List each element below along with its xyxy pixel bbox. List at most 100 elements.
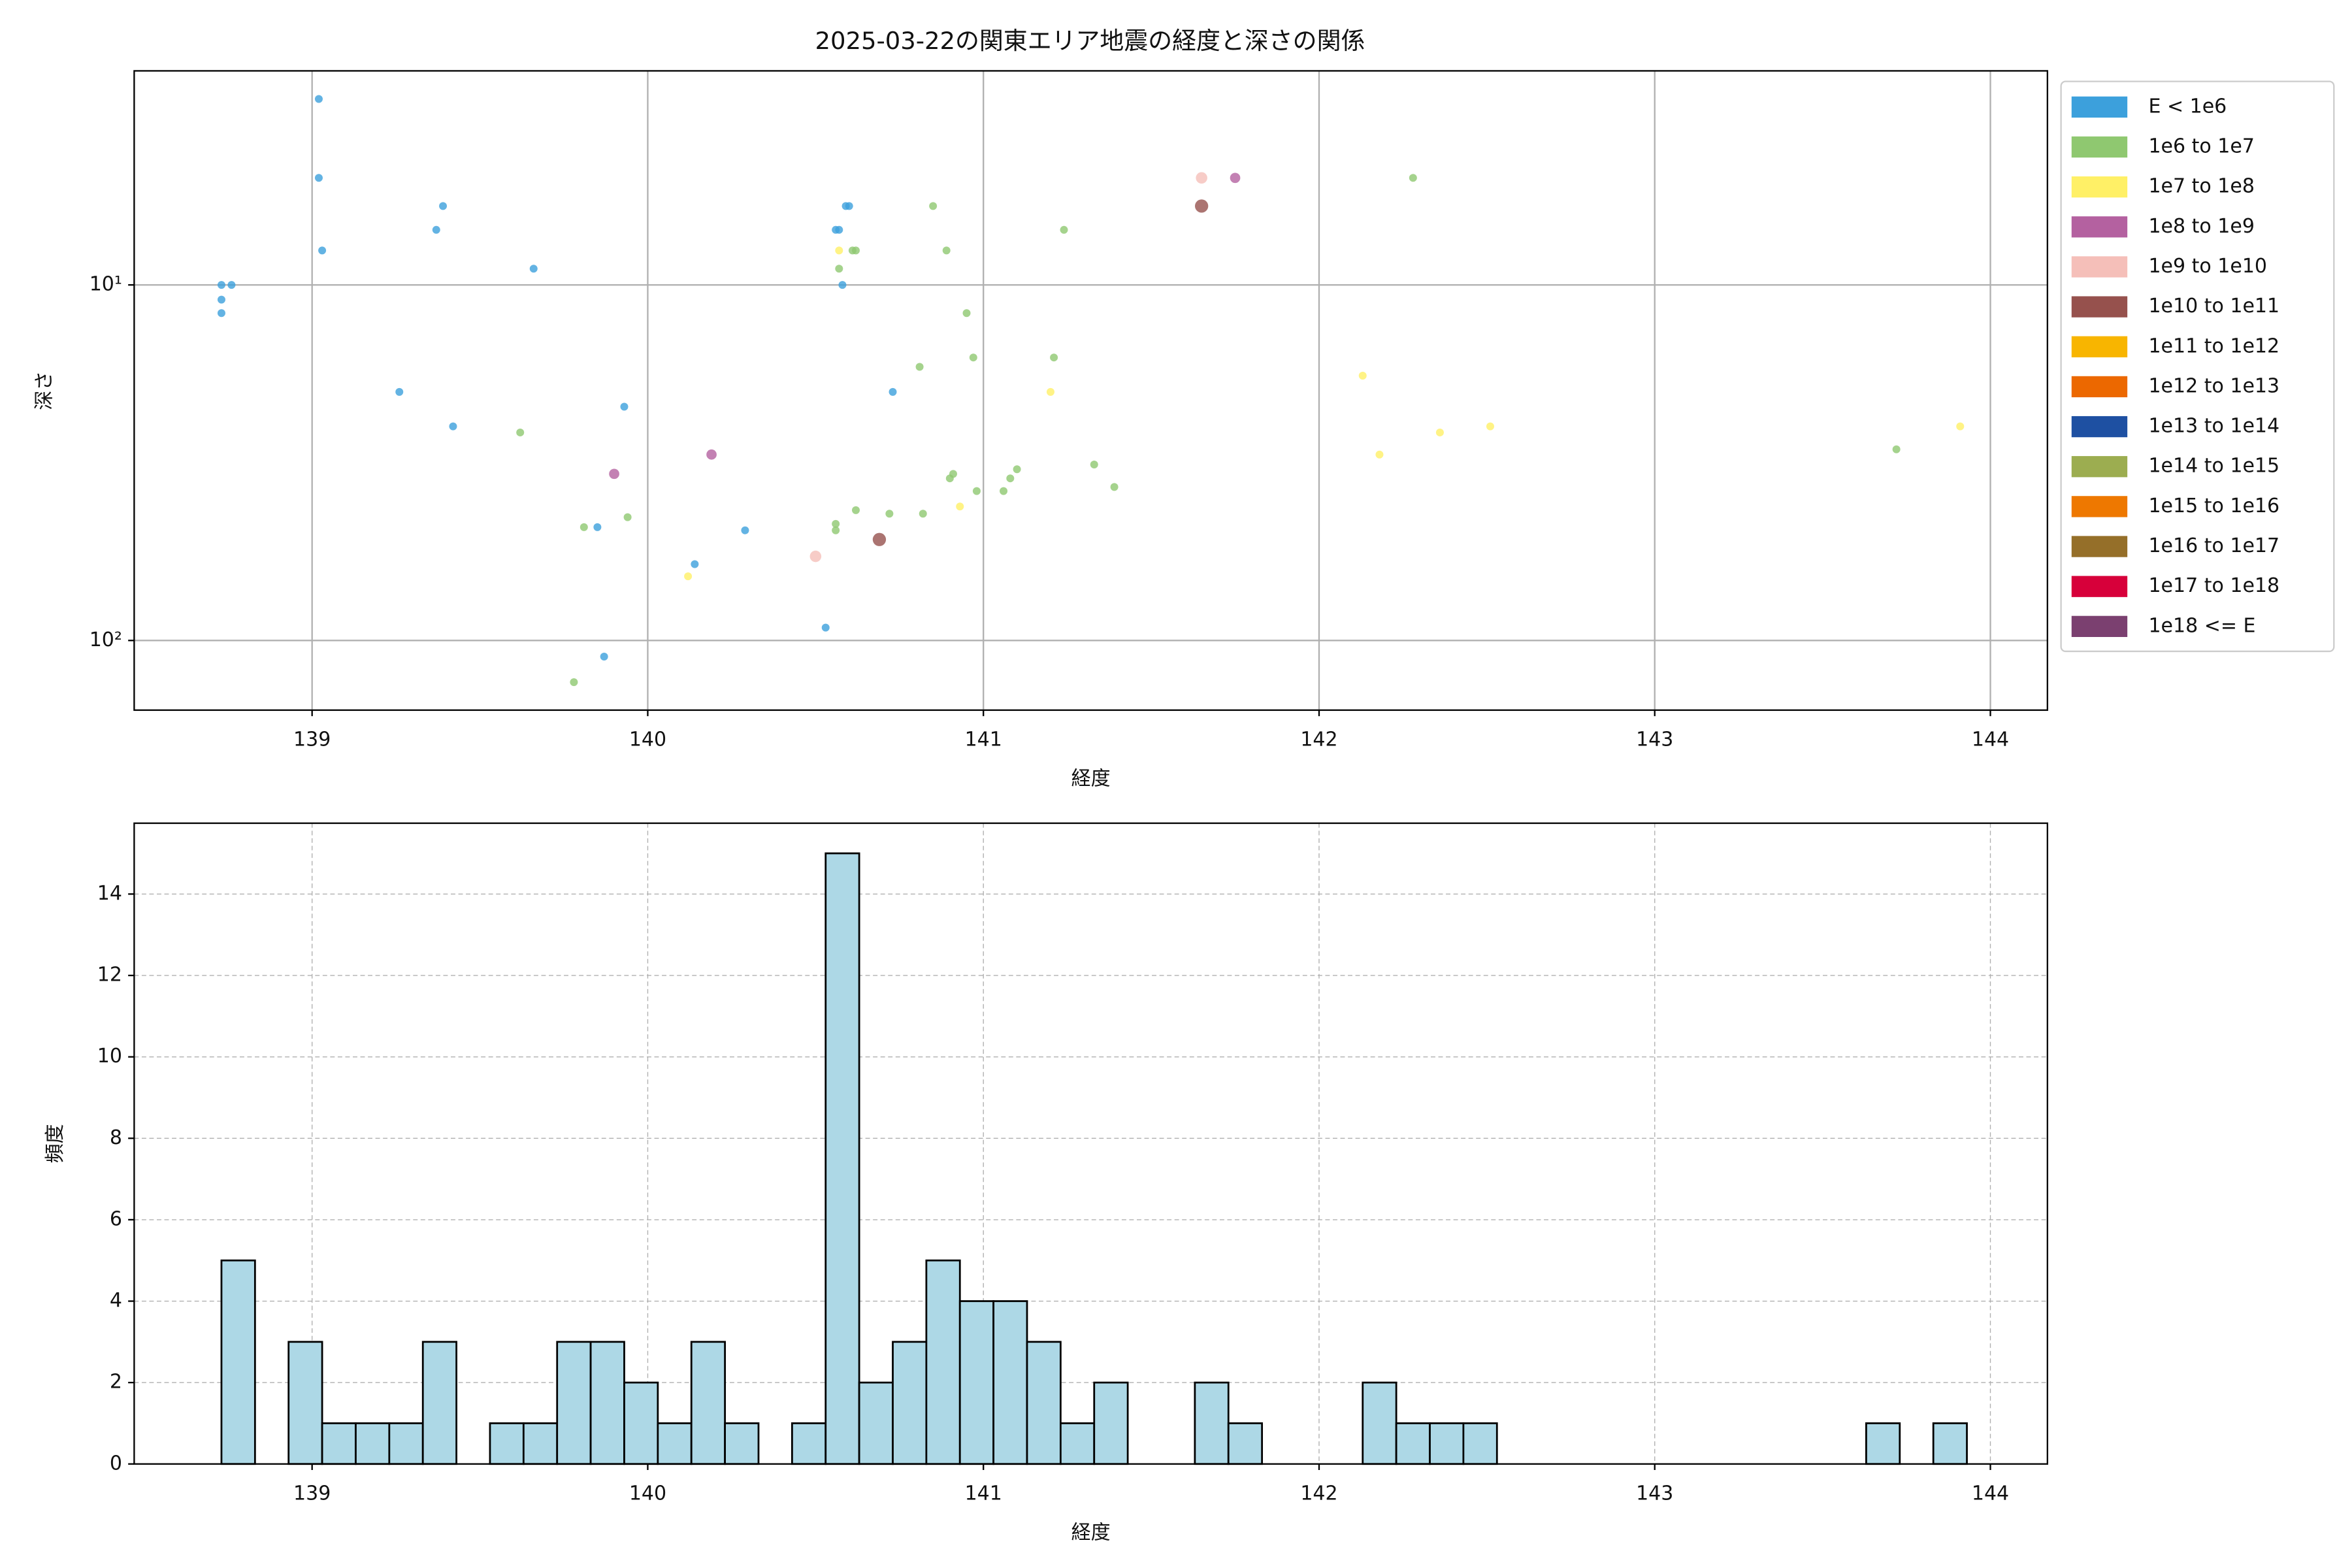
bar [321, 1422, 357, 1465]
legend-label: 1e11 to 1e12 [2148, 335, 2279, 357]
legend-label: 1e10 to 1e11 [2148, 295, 2279, 318]
point [1006, 474, 1015, 483]
point [929, 202, 938, 210]
point [580, 523, 588, 531]
bar [690, 1341, 726, 1465]
legend-label: 1e9 to 1e10 [2148, 255, 2267, 278]
bar [1932, 1422, 1968, 1465]
point [620, 402, 629, 411]
point [684, 572, 693, 581]
point [1090, 461, 1098, 469]
bar [657, 1422, 693, 1465]
bar [556, 1341, 592, 1465]
point [1486, 422, 1494, 431]
point [1050, 353, 1058, 362]
y-tick-label: 8 [110, 1126, 122, 1149]
bar [1194, 1381, 1230, 1465]
y-tick-label: 10 [97, 1045, 122, 1068]
bar [589, 1341, 625, 1465]
y-tick-label: 2 [110, 1371, 122, 1394]
bar [388, 1422, 424, 1465]
x-tick-label: 143 [1636, 1482, 1673, 1505]
point [1196, 172, 1207, 184]
point [835, 225, 843, 234]
bar [1429, 1422, 1465, 1465]
point [832, 526, 840, 534]
point [1409, 174, 1417, 182]
x-tick-label: 139 [293, 1482, 331, 1505]
y-tick-label: 0 [110, 1452, 122, 1475]
y-tick-label: 12 [97, 964, 122, 987]
point [1892, 445, 1901, 453]
point [969, 353, 977, 362]
bar [992, 1300, 1028, 1465]
point [821, 623, 830, 632]
point [217, 295, 225, 304]
bar [1865, 1422, 1901, 1465]
point [395, 387, 404, 396]
legend-swatch [2071, 456, 2128, 478]
bar [489, 1422, 525, 1465]
y-axis-label: 深さ [33, 371, 56, 410]
point [706, 449, 717, 460]
bar [825, 852, 860, 1465]
legend-box [2060, 80, 2335, 653]
point [741, 526, 749, 534]
bar [958, 1300, 995, 1465]
point [314, 174, 323, 182]
point [217, 281, 225, 289]
bar [355, 1422, 391, 1465]
point [570, 678, 578, 687]
legend-swatch [2071, 496, 2128, 517]
bar [1462, 1422, 1498, 1465]
bar [1362, 1381, 1397, 1465]
point [1060, 225, 1068, 234]
point [1435, 428, 1444, 436]
y-tick-label: 4 [110, 1289, 122, 1312]
bar [220, 1259, 256, 1465]
point [609, 468, 619, 480]
legend-swatch [2071, 536, 2128, 557]
bar [1395, 1422, 1431, 1465]
x-tick-label: 139 [293, 728, 331, 751]
x-tick-label: 144 [1972, 1482, 2009, 1505]
plot-frame [133, 70, 2048, 711]
legend-swatch [2071, 416, 2128, 438]
point [942, 246, 951, 255]
legend-label: E < 1e6 [2148, 95, 2227, 118]
legend-label: 1e14 to 1e15 [2148, 455, 2279, 478]
point [832, 519, 840, 528]
bar [1059, 1422, 1096, 1465]
legend-swatch [2071, 376, 2128, 398]
legend-swatch [2071, 256, 2128, 278]
point [972, 487, 981, 495]
point [851, 246, 860, 255]
x-axis-label: 経度 [1071, 768, 1111, 791]
bar [925, 1259, 961, 1465]
x-tick-label: 144 [1972, 728, 2009, 751]
bar [892, 1341, 928, 1465]
bar [522, 1422, 559, 1465]
y-axis-label: 頻度 [44, 1124, 67, 1163]
legend-swatch [2071, 216, 2128, 238]
legend-swatch [2071, 615, 2128, 637]
bar [791, 1422, 827, 1465]
point [915, 363, 924, 371]
x-axis-label: 経度 [1071, 1521, 1111, 1544]
bar [724, 1422, 760, 1465]
point [691, 560, 699, 568]
point [227, 281, 236, 289]
legend-swatch [2071, 96, 2128, 118]
x-tick-label: 140 [629, 728, 666, 751]
legend-label: 1e12 to 1e13 [2148, 374, 2279, 397]
point [962, 309, 971, 318]
point [1358, 372, 1367, 380]
chart-title: 2025-03-22の関東エリア地震の経度と深さの関係 [815, 27, 1365, 55]
point [1013, 465, 1021, 474]
point [851, 506, 860, 514]
legend-label: 1e15 to 1e16 [2148, 495, 2279, 517]
x-tick-label: 141 [965, 728, 1002, 751]
point [885, 510, 894, 518]
point [439, 202, 448, 210]
